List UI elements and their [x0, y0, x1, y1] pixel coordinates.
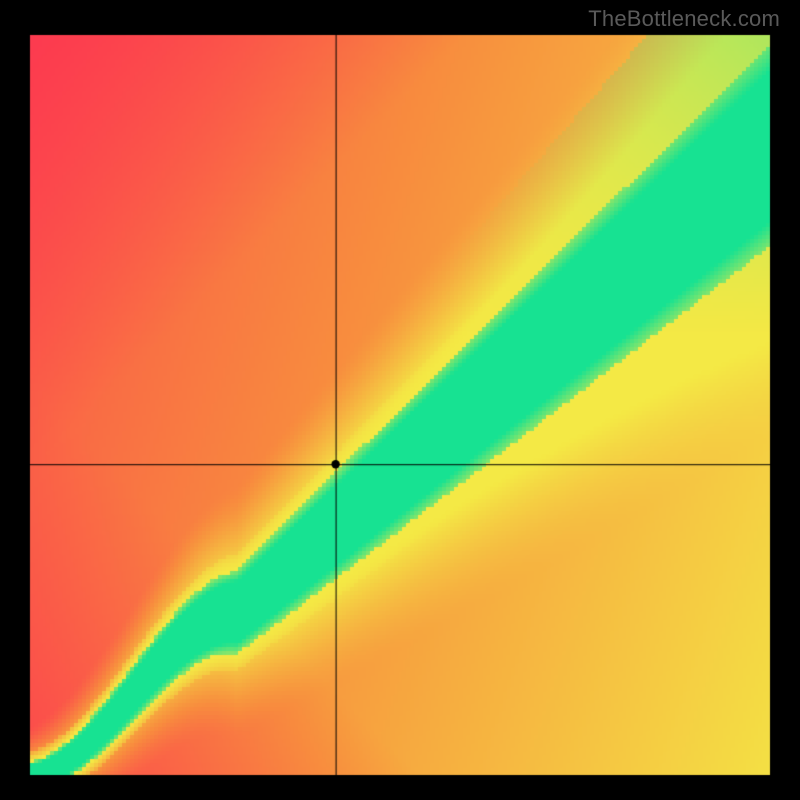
heatmap-canvas — [0, 0, 800, 800]
chart-container: TheBottleneck.com — [0, 0, 800, 800]
watermark-text: TheBottleneck.com — [588, 6, 780, 32]
